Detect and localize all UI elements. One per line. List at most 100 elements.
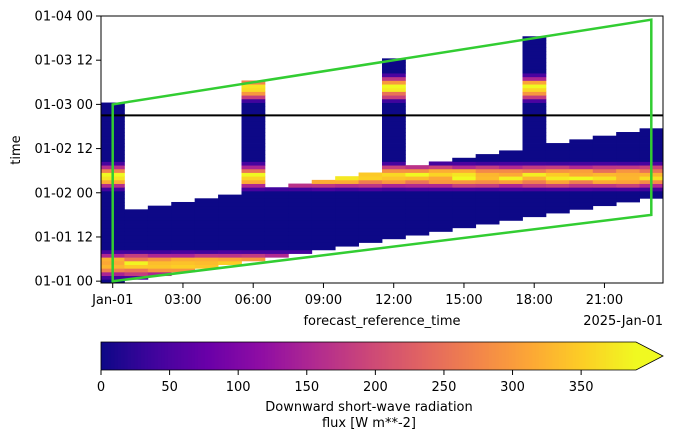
heatmap-cell [405, 190, 430, 196]
colorbar-segment [415, 342, 420, 370]
colorbar-tick-label: 0 [97, 380, 105, 395]
heatmap-cell [452, 179, 477, 184]
colorbar-segment [338, 342, 343, 370]
heatmap-cell [264, 242, 289, 247]
heatmap-cell [218, 209, 242, 214]
heatmap-cell [288, 220, 313, 225]
heatmap-cell [452, 165, 477, 170]
heatmap-cell [616, 157, 640, 162]
colorbar-segment [328, 342, 333, 370]
heatmap-cell [569, 154, 594, 159]
heatmap-cell [147, 220, 172, 225]
heatmap-cell [335, 190, 359, 196]
heatmap-cell [475, 183, 500, 188]
colorbar-segment [629, 342, 634, 370]
heatmap-cell [475, 172, 500, 177]
colorbar-segment [555, 342, 560, 370]
colorbar-segment [335, 342, 339, 370]
heatmap-cell [522, 73, 547, 78]
heatmap-cell [382, 220, 406, 225]
heatmap-cell [428, 165, 453, 170]
heatmap-cell [475, 198, 500, 203]
heatmap-cell [382, 106, 406, 111]
heatmap-cell [382, 194, 406, 199]
colorbar-segment [355, 342, 359, 370]
heatmap-cell [522, 76, 547, 81]
heatmap-cell [569, 165, 594, 170]
heatmap-cell [569, 176, 594, 181]
heatmap-cell [264, 198, 289, 203]
colorbar-segment [171, 342, 176, 370]
heatmap-cell [358, 198, 383, 203]
heatmap-cell [522, 84, 547, 89]
colorbar-segment [599, 342, 604, 370]
heatmap-cell [241, 238, 266, 243]
heatmap-cell [311, 194, 336, 199]
heatmap-cell [522, 190, 547, 196]
heatmap-cell [452, 205, 477, 210]
heatmap-cell [335, 227, 359, 232]
heatmap-cell [522, 87, 547, 92]
y-axis-label: time [9, 135, 24, 164]
heatmap-cell [218, 216, 242, 221]
heatmap-cell [218, 260, 242, 265]
heatmap-cell [335, 176, 359, 181]
heatmap-cell [475, 165, 500, 170]
heatmap-cell [545, 176, 570, 181]
heatmap-cell [522, 143, 547, 148]
heatmap-cell [241, 220, 266, 225]
colorbar-segment [264, 342, 269, 370]
heatmap-cell [218, 194, 242, 199]
heatmap-cell [499, 172, 523, 177]
colorbar-segment [485, 342, 490, 370]
colorbar-segment [368, 342, 373, 370]
heatmap-cell [499, 179, 523, 184]
heatmap-cell [171, 242, 196, 247]
heatmap-cell [405, 209, 430, 214]
colorbar-segment [401, 342, 406, 370]
colorbar-segment [104, 342, 109, 370]
colorbar-segment [539, 342, 543, 370]
heatmap-cell [194, 213, 219, 218]
colorbar-segment [495, 342, 500, 370]
colorbar-segment [418, 342, 423, 370]
heatmap-cell [452, 187, 477, 192]
heatmap-cell [616, 194, 640, 199]
heatmap-cell [358, 209, 383, 214]
colorbar-segment [542, 342, 547, 370]
heatmap-cell [405, 201, 430, 207]
heatmap-cell [475, 216, 500, 221]
heatmap-cell [499, 201, 523, 207]
heatmap-cell [147, 213, 172, 218]
colorbar-segment [201, 342, 206, 370]
heatmap-cell [311, 198, 336, 203]
colorbar-segment [532, 342, 537, 370]
heatmap-cell [475, 213, 500, 218]
colorbar-segment [482, 342, 487, 370]
heatmap-cell [335, 235, 359, 240]
colorbar-tick-label: 350 [569, 380, 594, 395]
x-tick-label: 15:00 [445, 293, 482, 308]
colorbar: 0 50 100 150 200 250 300 350 Downward short-wav… [97, 341, 664, 431]
heatmap-cell [382, 183, 406, 188]
heatmap-cell [616, 172, 640, 177]
x-tick-label: 06:00 [234, 293, 271, 308]
heatmap-cell [218, 242, 242, 247]
colorbar-segment [288, 342, 293, 370]
heatmap-cell [522, 132, 547, 137]
heatmap-cell [335, 231, 359, 236]
heatmap-cell [405, 172, 430, 177]
colorbar-segment [525, 342, 530, 370]
heatmap-cell [218, 198, 242, 203]
colorbar-segment [559, 342, 563, 370]
heatmap-cell [616, 150, 640, 155]
colorbar-tick-label: 100 [226, 380, 251, 395]
colorbar-segment [468, 342, 473, 370]
x-tick-label: 03:00 [164, 293, 201, 308]
heatmap-cell [452, 213, 477, 218]
heatmap-cell [382, 132, 406, 137]
colorbar-segment [111, 342, 115, 370]
heatmap-cell [194, 227, 219, 232]
colorbar-segment [452, 342, 456, 370]
